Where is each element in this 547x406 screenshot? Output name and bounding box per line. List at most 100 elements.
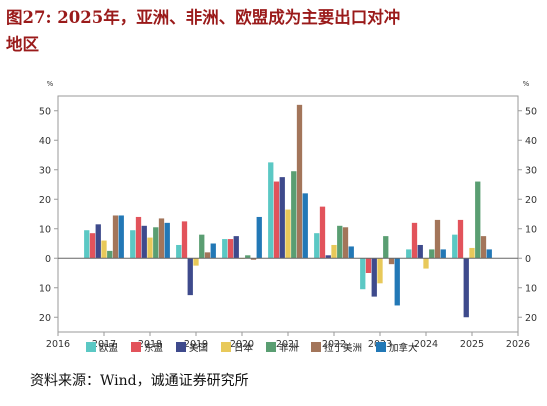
bar (319, 206, 326, 259)
bar (348, 246, 354, 259)
bar (314, 233, 320, 259)
bar (434, 219, 441, 259)
bar (95, 224, 101, 259)
bar (130, 230, 136, 259)
bar (394, 258, 400, 306)
legend-item-3: 美国 (176, 342, 208, 354)
legend: 欧盟 东盟 美国 日本 非洲 拉丁美洲 加拿大 (86, 342, 418, 354)
y-axis-left-tick-label: 10 (39, 283, 51, 294)
legend-label: 欧盟 (99, 342, 119, 354)
bar (227, 239, 234, 259)
x-axis-tick-label: 2019 (184, 339, 208, 350)
legend-item-2: 东盟 (131, 342, 164, 354)
bar (457, 219, 464, 259)
bar-series-2 (89, 181, 464, 273)
x-axis-tick-label: 2021 (276, 339, 300, 350)
bar (469, 247, 475, 259)
x-axis-tick-label: 2020 (230, 339, 254, 350)
y-axis-right-unit: % (523, 80, 530, 88)
bar (440, 249, 446, 259)
x-axis-tick-label: 2022 (322, 339, 346, 350)
legend-item-1: 欧盟 (86, 342, 119, 354)
bar (423, 258, 429, 269)
bar (256, 216, 262, 259)
bar (480, 236, 487, 259)
bar (388, 258, 395, 265)
legend-swatch (311, 342, 321, 352)
y-axis-right-tick-label: 20 (525, 195, 537, 206)
bar (325, 255, 331, 259)
bar (250, 258, 257, 260)
y-axis-left-tick-label: 20 (39, 313, 51, 324)
bar (118, 215, 124, 259)
bar (107, 250, 113, 259)
figure-title: 图27: 2025年，亚洲、非洲、欧盟成为主要出口对冲 地区 (6, 4, 541, 58)
bar (181, 221, 188, 259)
y-axis-left: % 20 10 0 10 20 30 40 50 (39, 80, 58, 324)
bar (291, 171, 297, 259)
bar (302, 193, 308, 259)
x-axis-tick-label: 2017 (92, 339, 116, 350)
bar (158, 218, 165, 259)
bar (112, 215, 119, 259)
x-axis-tick-label: 2018 (138, 339, 162, 350)
legend-swatch (221, 342, 231, 352)
y-axis-left-tick-label: 30 (39, 165, 51, 176)
figure-title-line1: 图27: 2025年，亚洲、非洲、欧盟成为主要出口对冲 (6, 8, 401, 27)
legend-swatch (176, 342, 186, 352)
legend-label: 日本 (234, 342, 254, 354)
bar (342, 227, 349, 259)
figure-title-line2: 地区 (6, 35, 39, 54)
bar (210, 243, 216, 259)
legend-swatch (266, 342, 276, 352)
bar-series-5 (107, 171, 481, 259)
bar (365, 258, 372, 273)
bar (429, 249, 435, 259)
chart-container: % 20 10 0 10 20 30 40 50 % 20 10 0 10 20 30 40 50 2016 20… (0, 76, 547, 356)
y-axis-right-tick-label: 20 (525, 313, 537, 324)
bar-chart: % 20 10 0 10 20 30 40 50 % 20 10 0 10 20 30 40 50 2016 20… (39, 80, 537, 354)
bar (296, 104, 303, 259)
legend-label: 美国 (189, 342, 208, 354)
legend-item-4: 日本 (221, 342, 254, 354)
bar-series-3 (95, 177, 469, 318)
bar (268, 162, 274, 259)
x-axis-tick-label: 2024 (414, 339, 438, 350)
legend-item-7: 加拿大 (376, 342, 418, 354)
bar-series-6 (112, 104, 487, 265)
bar (486, 249, 492, 259)
bar (245, 255, 251, 259)
legend-swatch (376, 342, 386, 352)
y-axis-right-tick-label: 0 (525, 254, 531, 265)
y-axis-right-tick-label: 40 (525, 136, 537, 147)
y-axis-left-unit: % (47, 80, 54, 88)
y-axis-right-tick-label: 30 (525, 165, 537, 176)
bar (273, 181, 280, 259)
y-axis-left-tick-label: 50 (39, 106, 51, 117)
bar (222, 239, 228, 259)
bar (406, 249, 412, 259)
bar (141, 225, 147, 259)
bar (187, 258, 193, 296)
legend-label: 非洲 (279, 342, 298, 354)
bar (411, 222, 418, 259)
bar (101, 240, 107, 259)
bar (164, 222, 170, 259)
x-axis-tick-label: 2016 (46, 339, 70, 350)
bar (475, 181, 481, 259)
bar-series-1 (84, 162, 458, 290)
bar (452, 234, 458, 259)
x-axis-tick-label: 2026 (506, 339, 530, 350)
bar (89, 233, 96, 259)
bar (337, 225, 343, 259)
y-axis-right-tick-label: 10 (525, 224, 537, 235)
legend-label: 加拿大 (389, 342, 418, 354)
y-axis-right-tick-label: 10 (525, 283, 537, 294)
legend-item-5: 非洲 (266, 342, 298, 354)
bar (199, 234, 205, 259)
bar (383, 236, 389, 259)
bar (135, 216, 142, 259)
bar (147, 237, 153, 259)
bar (193, 258, 199, 266)
figure-source: 资料来源：Wind，诚通证券研究所 (30, 373, 249, 389)
